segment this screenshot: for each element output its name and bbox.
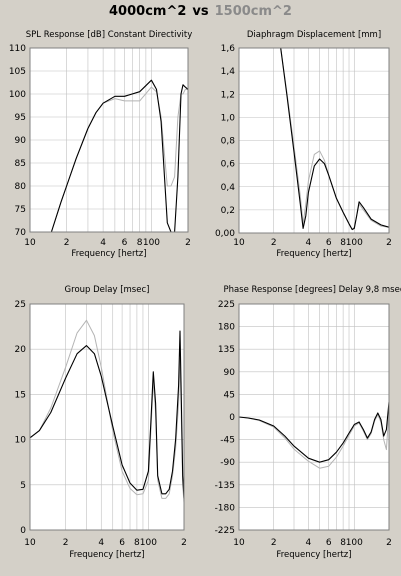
group-delay-y-tick-label: 10 (15, 436, 27, 446)
phase-y-tick-label: -90 (220, 458, 235, 468)
phase-x-tick-label: 2 (386, 538, 392, 548)
group-delay-x-axis-label: Frequency [hertz] (69, 550, 144, 560)
group-delay-chart-title: Group Delay [msec] (65, 285, 150, 295)
phase-y-tick-label: 225 (218, 300, 235, 310)
spl-x-tick-label: 100 (143, 238, 160, 248)
displacement-x-tick-label: 4 (306, 238, 312, 248)
group-delay-x-tick-label: 8 (134, 538, 140, 548)
displacement-x-tick-label: 6 (326, 238, 332, 248)
phase-y-tick-label: -225 (215, 526, 235, 536)
group-delay-x-tick-label: 4 (98, 538, 104, 548)
group-delay-series-a-line (29, 330, 185, 499)
displacement-plot-frame (238, 47, 390, 234)
phase-x-tick-label: 10 (233, 538, 245, 548)
phase-y-tick-label: -180 (215, 503, 236, 513)
phase-x-tick-label: 6 (326, 538, 332, 548)
group-delay-y-tick-label: 5 (20, 481, 26, 491)
displacement-x-tick-label: 8 (340, 238, 346, 248)
group-delay-x-tick-label: 2 (181, 538, 187, 548)
phase-response-chart: Phase Response [degrees] Delay 9,8 msec -… (215, 285, 401, 560)
group-delay-plot-frame (29, 303, 185, 531)
phase-chart-title: Phase Response [degrees] Delay 9,8 msec (223, 285, 401, 295)
spl-x-tick-label: 8 (137, 238, 143, 248)
group-delay-plot-area (30, 304, 184, 530)
displacement-y-tick-label: 0,2 (221, 206, 235, 216)
spl-x-tick-label: 4 (100, 238, 106, 248)
displacement-chart-title: Diaphragm Displacement [mm] (247, 30, 381, 40)
displacement-x-tick-label: 100 (346, 238, 363, 248)
group-delay-x-tick-label: 6 (119, 538, 125, 548)
phase-x-tick-label: 4 (306, 538, 312, 548)
displacement-x-tick-label: 2 (271, 238, 277, 248)
group-delay-y-tick-label: 20 (15, 345, 27, 355)
group-delay-y-tick-label: 25 (15, 300, 26, 310)
displacement-y-tick-label: 0,4 (221, 183, 236, 193)
group-delay-x-tick-label: 2 (63, 538, 69, 548)
group-delay-y-tick-label: 15 (15, 390, 26, 400)
spl-y-tick-label: 110 (9, 44, 26, 54)
heading-vs: vs (192, 4, 209, 19)
phase-y-tick-label: 180 (218, 323, 235, 333)
phase-series-b-line (238, 409, 390, 469)
displacement-y-tick-label: 1,0 (221, 113, 236, 123)
phase-x-tick-label: 100 (346, 538, 363, 548)
displacement-y-tick-label: 1,4 (221, 67, 236, 77)
spl-series-a-line (50, 79, 189, 233)
displacement-x-tick-label: 10 (233, 238, 245, 248)
spl-y-tick-label: 95 (15, 113, 26, 123)
spl-y-tick-label: 70 (15, 228, 27, 238)
spl-y-tick-label: 80 (15, 182, 27, 192)
heading-label-b: 1500cm^2 (214, 4, 292, 19)
spl-plot-frame (29, 47, 189, 233)
phase-series-a-line (238, 401, 390, 463)
spl-x-tick-label: 2 (64, 238, 70, 248)
displacement-series-a-line (280, 47, 390, 231)
spl-y-tick-label: 90 (15, 136, 27, 146)
spl-y-tick-label: 100 (9, 90, 26, 100)
spl-x-axis-label: Frequency [hertz] (71, 249, 146, 259)
group-delay-x-tick-label: 10 (24, 538, 36, 548)
spl-x-tick-label: 10 (24, 238, 36, 248)
phase-y-tick-label: 90 (224, 368, 236, 378)
phase-y-tick-label: -135 (215, 481, 235, 491)
displacement-y-tick-label: 0,6 (221, 160, 236, 170)
spl-y-tick-label: 75 (15, 205, 26, 215)
displacement-y-tick-label: 1,2 (221, 90, 235, 100)
spl-response-chart: SPL Response [dB] Constant Directivity 70… (9, 30, 193, 259)
displacement-y-tick-label: 0,8 (221, 137, 236, 147)
phase-x-tick-label: 2 (271, 538, 277, 548)
phase-y-tick-label: 135 (218, 345, 235, 355)
heading-label-a: 4000cm^2 (109, 4, 187, 19)
spl-y-tick-label: 85 (15, 159, 26, 169)
spl-y-tick-label: 105 (9, 67, 26, 77)
displacement-y-tick-label: 1,6 (221, 44, 236, 54)
group-delay-y-tick-label: 0 (20, 526, 26, 536)
phase-x-tick-label: 8 (340, 538, 346, 548)
spl-x-tick-label: 6 (122, 238, 128, 248)
displacement-y-tick-label: 0,00 (215, 229, 235, 239)
phase-x-axis-label: Frequency [hertz] (276, 550, 351, 560)
displacement-x-tick-label: 2 (386, 238, 392, 248)
phase-plot-frame (238, 303, 390, 531)
spl-chart-title: SPL Response [dB] Constant Directivity (26, 30, 193, 40)
phase-y-tick-label: -45 (220, 436, 235, 446)
diaphragm-displacement-chart: Diaphragm Displacement [mm] 0,00 0,2 0,4 0,6… (215, 30, 392, 259)
comparison-heading: 4000cm^2 vs 1500cm^2 (0, 4, 401, 19)
phase-y-tick-label: 45 (224, 390, 235, 400)
phase-y-tick-label: 0 (229, 413, 235, 423)
displacement-x-axis-label: Frequency [hertz] (276, 249, 351, 259)
spl-x-tick-label: 2 (185, 238, 191, 248)
group-delay-x-tick-label: 100 (140, 538, 157, 548)
